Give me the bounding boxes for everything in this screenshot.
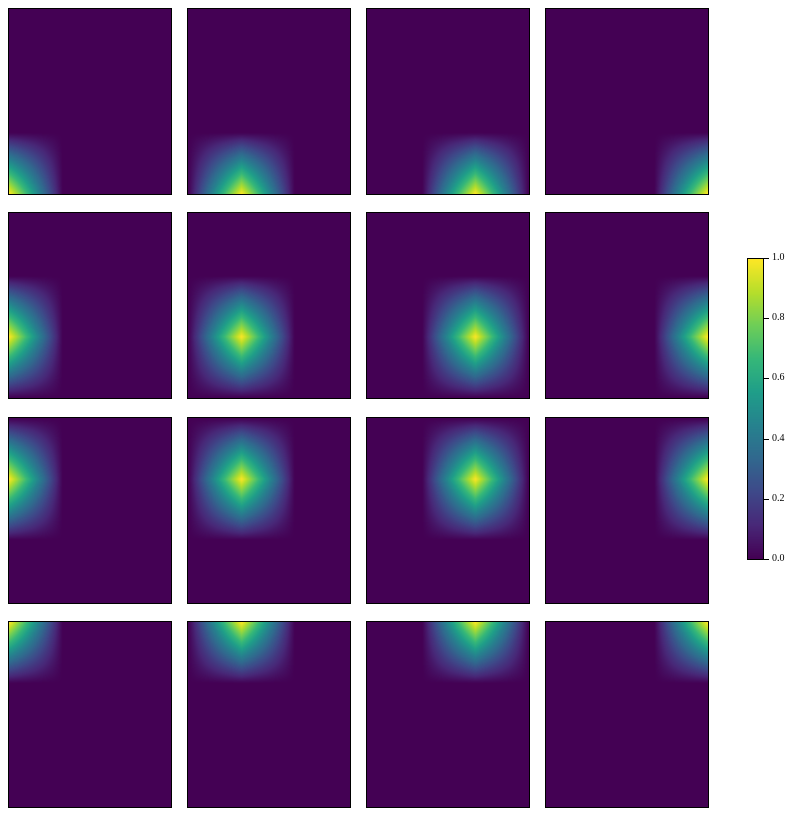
colorbar-tick [764, 499, 769, 500]
colorbar-tick [764, 378, 769, 379]
colorbar-tick [764, 559, 769, 560]
colorbar-tick-label: 0.0 [772, 553, 785, 564]
heatmap-panel-r1-c1 [187, 212, 351, 399]
heatmap-panel-r0-c2 [366, 8, 530, 195]
heatmap-panel-r1-c2 [366, 212, 530, 399]
colorbar-tick-label: 0.8 [772, 312, 785, 323]
heatmap-panel-r0-c0 [8, 8, 172, 195]
heatmap-panel-r2-c0 [8, 417, 172, 604]
colorbar [747, 258, 764, 560]
heatmap-panel-r2-c1 [187, 417, 351, 604]
colorbar-tick-label: 0.4 [772, 433, 785, 444]
heatmap-panel-r3-c3 [545, 621, 709, 808]
heatmap-panel-r2-c2 [366, 417, 530, 604]
heatmap-panel-r3-c1 [187, 621, 351, 808]
colorbar-tick-label: 0.6 [772, 372, 785, 383]
colorbar-tick [764, 318, 769, 319]
heatmap-panel-r3-c0 [8, 621, 172, 808]
colorbar-tick [764, 258, 769, 259]
colorbar-tick [764, 439, 769, 440]
colorbar-tick-label: 1.0 [772, 252, 785, 263]
colorbar-tick-label: 0.2 [772, 493, 785, 504]
heatmap-panel-r3-c2 [366, 621, 530, 808]
heatmap-panel-r0-c3 [545, 8, 709, 195]
heatmap-panel-r1-c0 [8, 212, 172, 399]
heatmap-panel-r1-c3 [545, 212, 709, 399]
heatmap-panel-r2-c3 [545, 417, 709, 604]
heatmap-panel-r0-c1 [187, 8, 351, 195]
